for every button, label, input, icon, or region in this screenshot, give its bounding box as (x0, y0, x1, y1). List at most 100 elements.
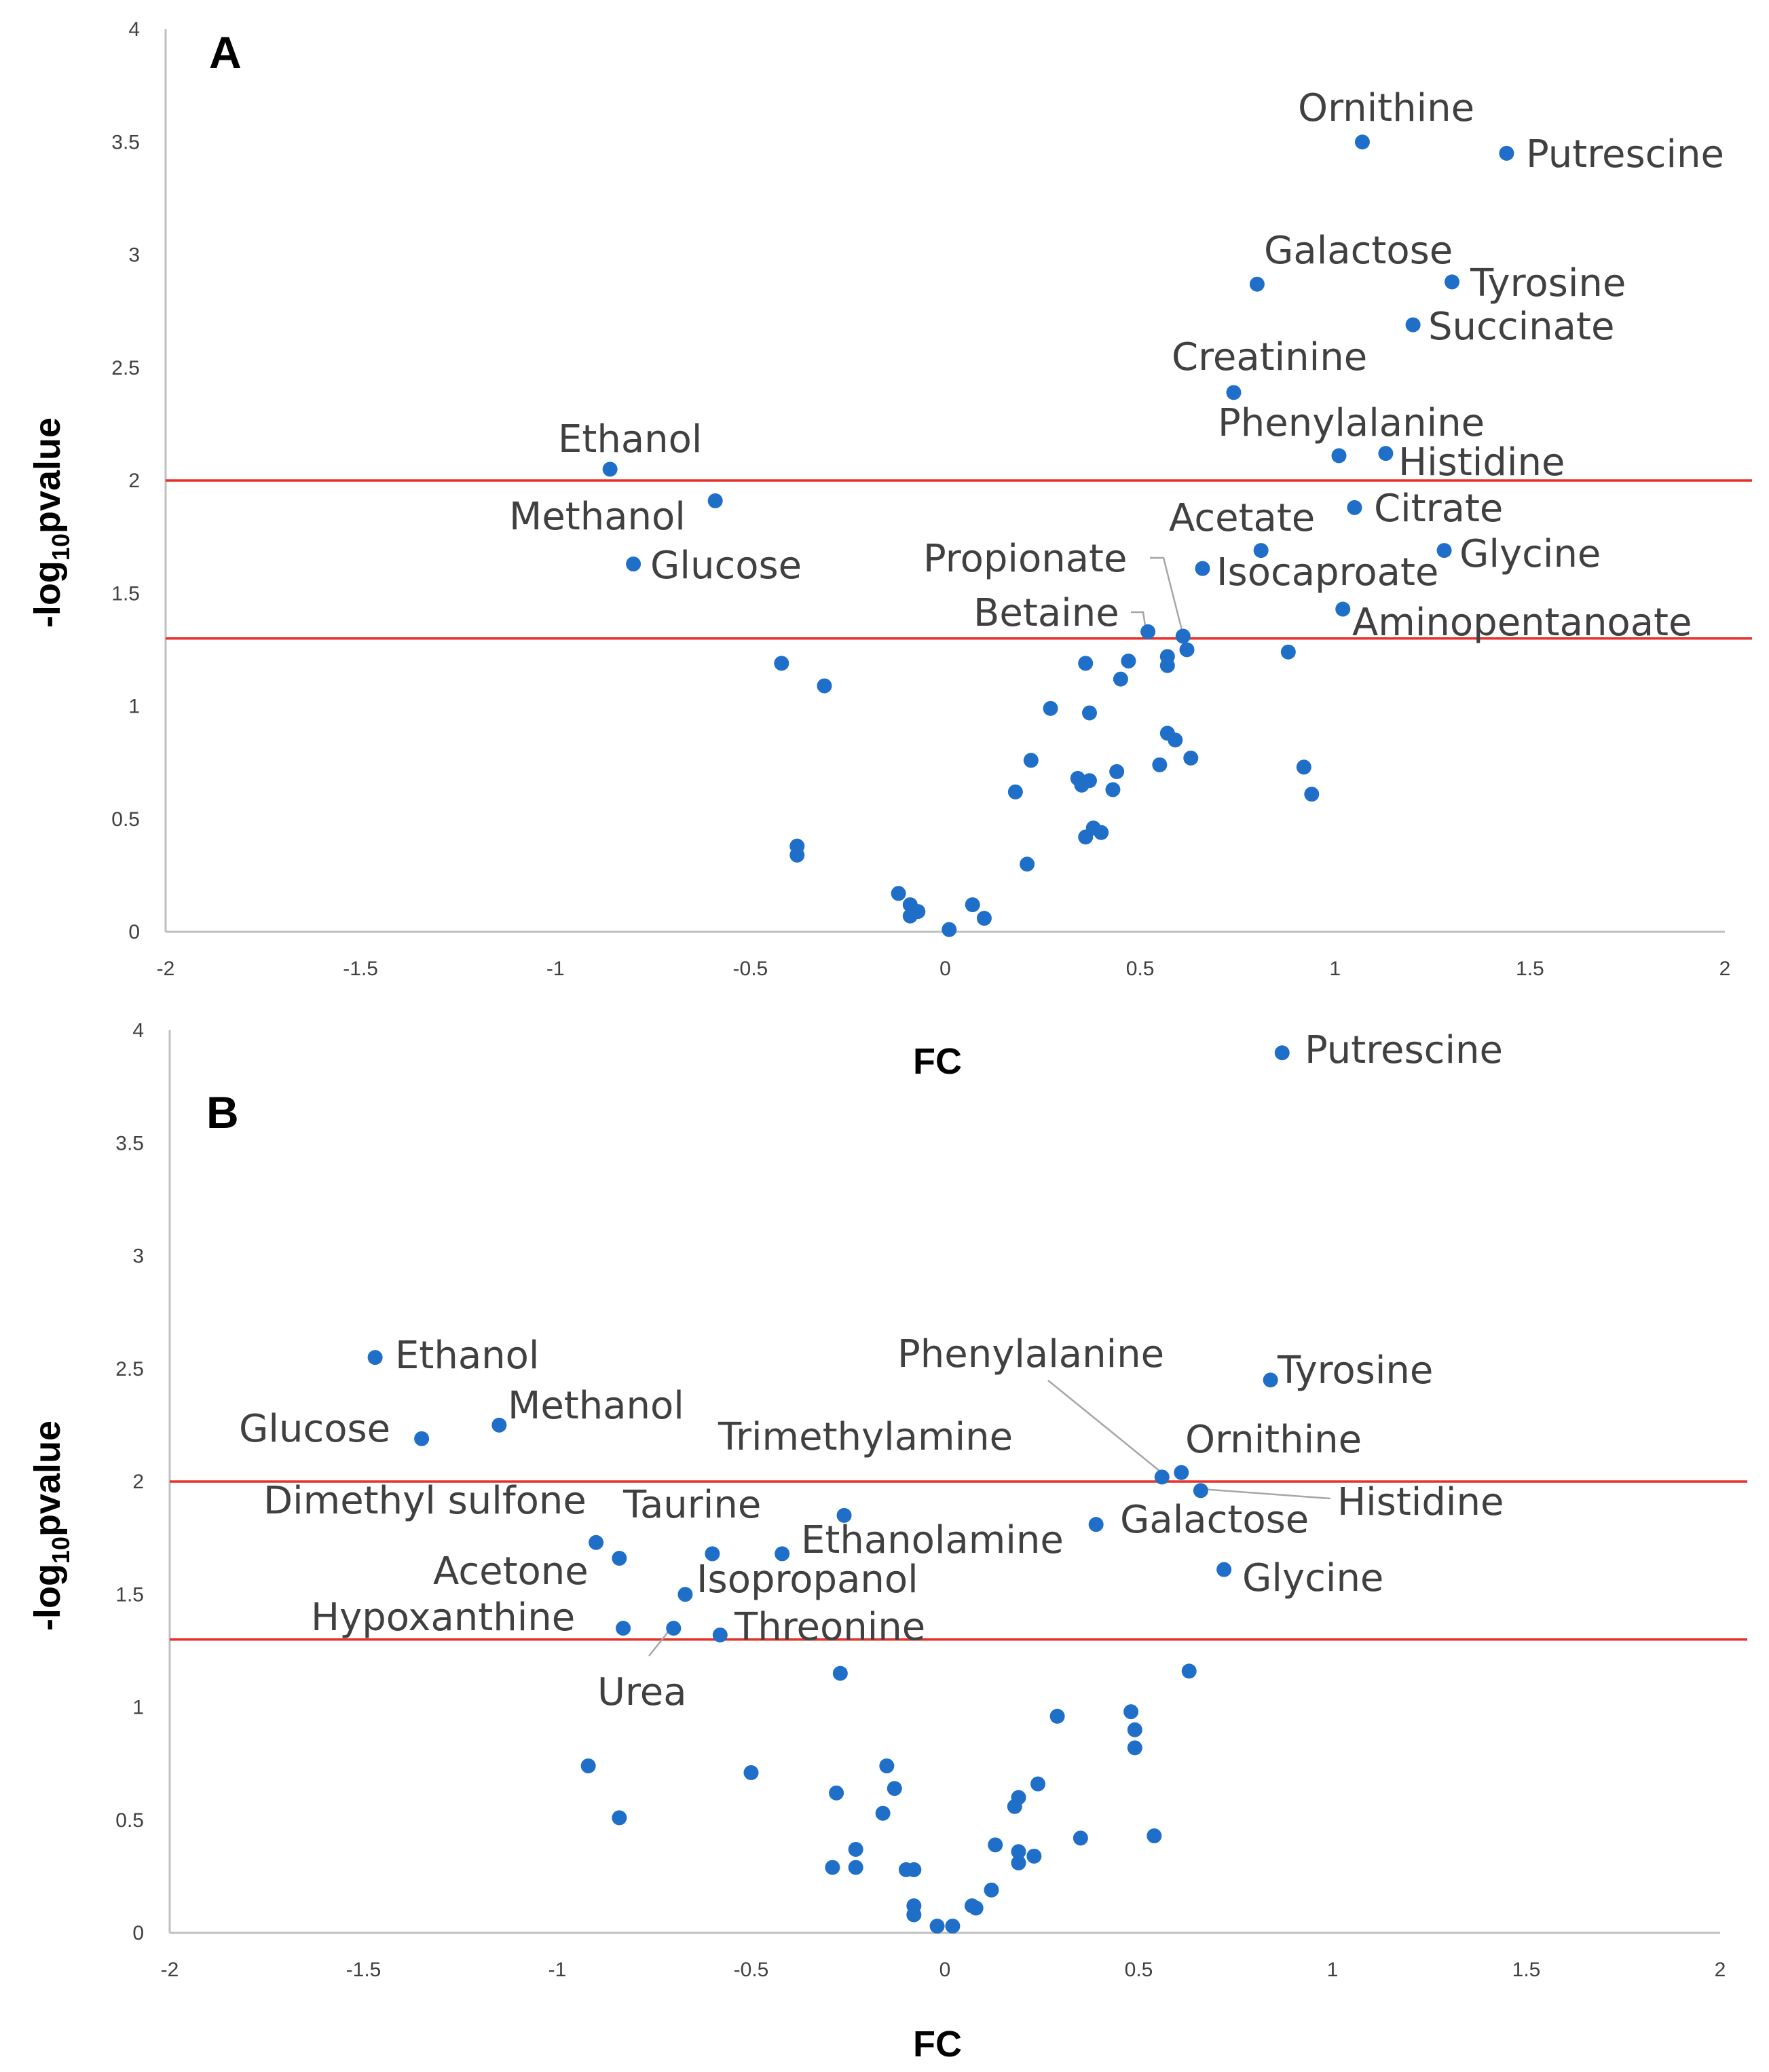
label-acetone: Acetone (433, 1549, 589, 1594)
data-point (1109, 764, 1125, 779)
label-glycine: Glycine (1242, 1556, 1383, 1600)
data-point (1078, 829, 1094, 845)
data-point (1179, 642, 1195, 658)
data-point-succinate (1405, 317, 1421, 333)
data-point (1030, 1776, 1046, 1792)
y-tick-label: 0 (132, 1922, 144, 1944)
data-point-trimethylamine (836, 1507, 852, 1523)
data-point (1073, 1830, 1088, 1846)
data-point (984, 1882, 999, 1898)
data-point-threonine (712, 1627, 728, 1643)
data-point-phenylalanine (1154, 1469, 1170, 1485)
labeled-points (367, 1045, 1290, 1643)
data-point (848, 1841, 863, 1857)
data-point-ethanol (602, 462, 618, 477)
data-point-isopropanol (677, 1587, 693, 1602)
data-point (968, 1900, 984, 1916)
y-tick-label: 0.5 (115, 1809, 144, 1832)
data-point-hypoxanthine (616, 1621, 631, 1636)
data-point (1181, 1663, 1197, 1679)
data-point (1280, 644, 1296, 660)
data-point (580, 1758, 596, 1773)
data-point (875, 1805, 891, 1821)
label-isocaproate: Isocaproate (1216, 550, 1438, 595)
data-point-methanol (491, 1417, 507, 1433)
label-succinate: Succinate (1428, 305, 1614, 349)
panel-letter: A (209, 27, 242, 77)
x-tick-label: -1.5 (346, 1959, 381, 1981)
data-point (902, 908, 918, 924)
panel-b: B 0 0.5 1 1.5 2 2.5 3 3.5 4 -2 -1.5 -1 -0.5 0 0.5 1 1.5… (27, 1019, 1747, 2065)
data-point (789, 847, 805, 863)
data-point (929, 1919, 945, 1934)
data-point (1081, 705, 1097, 721)
label-galactose: Galactose (1120, 1498, 1309, 1542)
y-tick-label: 0.5 (111, 808, 140, 831)
leader-line-betaine (1131, 611, 1147, 630)
label-citrate: Citrate (1374, 487, 1503, 531)
y-tick-label: 2 (128, 470, 140, 492)
data-point (906, 1907, 922, 1923)
data-point (906, 1862, 922, 1877)
label-glucose: Glucose (239, 1407, 390, 1451)
data-point (1168, 732, 1183, 748)
data-point-dimethyl-sulfone (589, 1534, 604, 1550)
label-hypoxanthine: Hypoxanthine (311, 1596, 575, 1640)
unlabeled-points (580, 1663, 1197, 1934)
label-galactose: Galactose (1264, 229, 1453, 273)
data-point (1094, 825, 1109, 840)
data-point-ethanolamine (775, 1546, 790, 1562)
label-phenylalanine: Phenylalanine (1218, 401, 1485, 445)
data-point (1074, 777, 1090, 793)
label-propionate: Propionate (923, 537, 1127, 581)
data-point-tyrosine (1263, 1372, 1278, 1388)
data-point (829, 1785, 844, 1801)
label-glycine: Glycine (1459, 532, 1601, 576)
data-point-glucose (414, 1431, 430, 1446)
y-tick-label: 3.5 (111, 131, 140, 153)
data-point-galactose (1088, 1517, 1104, 1532)
y-tick-label: 1.5 (115, 1583, 144, 1606)
leader-line-phenylalanine (1047, 1380, 1164, 1475)
point-labels: Ornithine Putrescine Galactose Tyrosine … (509, 86, 1724, 645)
leader-line-urea (648, 1628, 671, 1657)
label-methanol: Methanol (509, 495, 686, 539)
data-point-citrate (1347, 500, 1362, 515)
label-ornithine: Ornithine (1185, 1418, 1362, 1462)
x-tick-label: 1 (1329, 958, 1341, 980)
label-creatinine: Creatinine (1172, 335, 1367, 379)
label-taurine: Taurine (622, 1483, 761, 1527)
x-tick-label: 2 (1719, 958, 1731, 980)
data-point (1026, 1848, 1042, 1864)
data-point-creatinine (1226, 385, 1242, 400)
data-point-acetone (612, 1551, 627, 1566)
data-point-taurine (705, 1546, 720, 1562)
point-labels: Putrescine Ethanol Tyrosine Methanol Glu… (239, 1028, 1504, 1714)
x-tick-label: -0.5 (733, 958, 768, 980)
data-point (1296, 759, 1311, 775)
data-point (1011, 1844, 1026, 1860)
x-tick-label: -1 (546, 958, 565, 980)
x-tick-label: 2 (1715, 1959, 1726, 1981)
data-point (1304, 787, 1320, 802)
x-axis-title: FC (913, 2024, 962, 2065)
y-tick-labels: 0 0.5 1 1.5 2 2.5 3 3.5 4 (111, 18, 140, 943)
x-tick-label: 0.5 (1125, 1959, 1153, 1981)
data-point-putrescine (1499, 145, 1514, 161)
x-tick-label: 1 (1327, 1959, 1339, 1981)
x-tick-label: 1.5 (1512, 1959, 1541, 1981)
label-putrescine: Putrescine (1526, 132, 1724, 176)
y-tick-label: 2.5 (111, 357, 140, 379)
data-point (1159, 658, 1175, 673)
leader-lines (1131, 557, 1185, 639)
label-phenylalanine: Phenylalanine (897, 1332, 1164, 1376)
data-point (743, 1765, 759, 1780)
data-point-aminopentanoate (1335, 601, 1351, 617)
data-point-urea (666, 1621, 682, 1636)
panel-letter: B (206, 1087, 239, 1137)
label-tyrosine: Tyrosine (1277, 1349, 1433, 1393)
label-ethanol: Ethanol (558, 417, 702, 462)
data-point (945, 1919, 961, 1934)
data-point-acetate (1253, 543, 1269, 559)
y-tick-label: 4 (132, 1019, 144, 1042)
